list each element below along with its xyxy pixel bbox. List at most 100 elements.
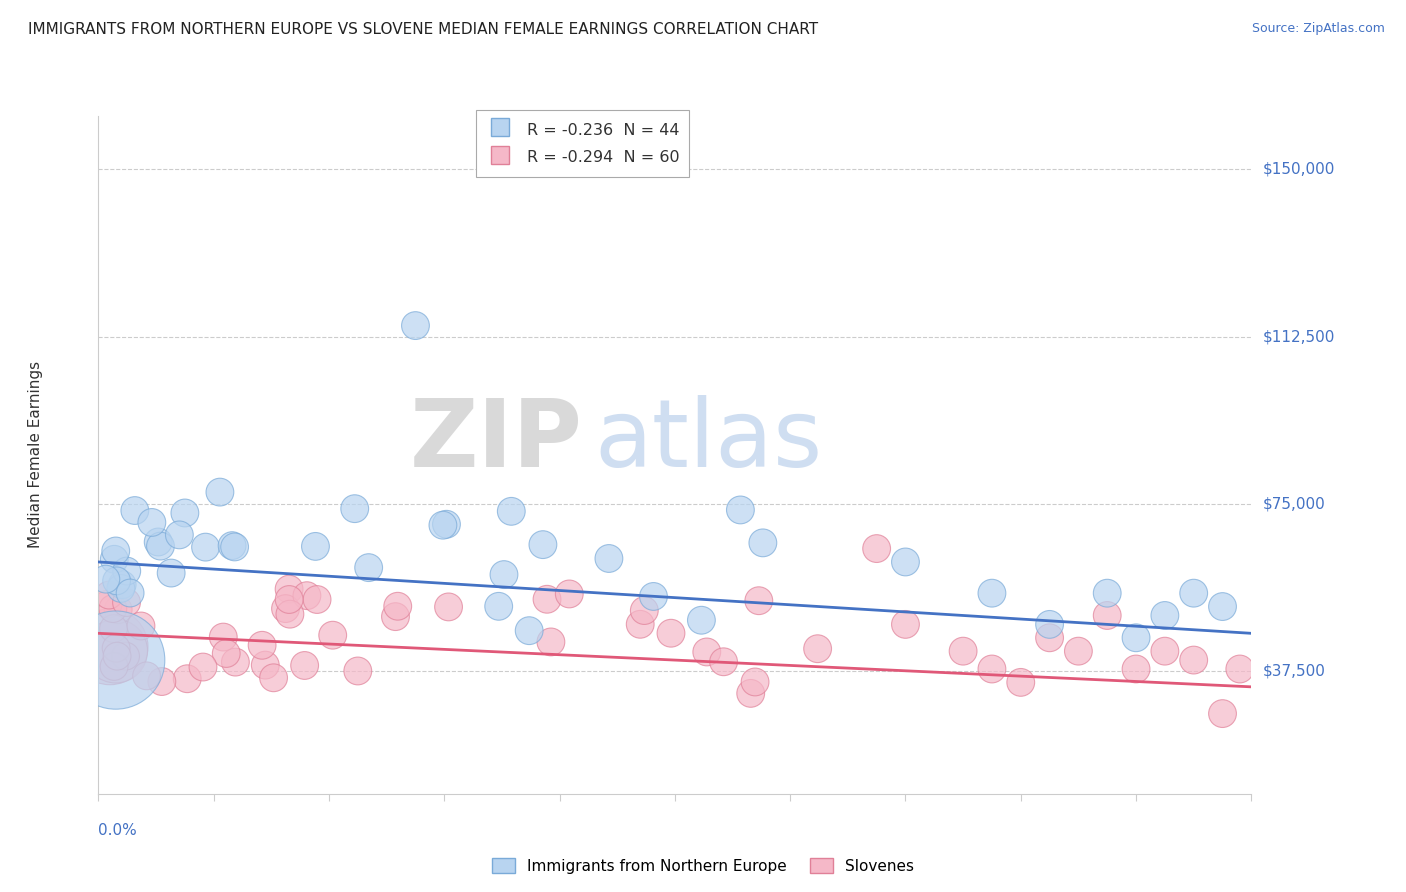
Point — [274, 601, 297, 615]
Point — [212, 630, 235, 644]
Point — [696, 645, 718, 659]
Point — [173, 506, 195, 520]
Text: Source: ZipAtlas.com: Source: ZipAtlas.com — [1251, 22, 1385, 36]
Point — [432, 518, 454, 533]
Point — [115, 595, 138, 609]
Point — [97, 597, 120, 611]
Point — [690, 613, 713, 627]
Text: $37,500: $37,500 — [1263, 664, 1326, 679]
Point — [748, 593, 770, 607]
Point — [1097, 608, 1119, 623]
Point — [713, 655, 735, 669]
Point — [105, 574, 128, 588]
Point — [111, 577, 134, 591]
Point — [104, 644, 127, 658]
Point — [114, 649, 136, 664]
Point — [295, 589, 318, 603]
Point — [1229, 662, 1251, 676]
Point — [110, 582, 132, 596]
Point — [387, 599, 409, 614]
Legend: R = -0.236  N = 44, R = -0.294  N = 60: R = -0.236 N = 44, R = -0.294 N = 60 — [477, 111, 689, 177]
Point — [517, 624, 540, 638]
Point — [194, 540, 217, 554]
Point — [536, 592, 558, 607]
Point — [659, 626, 682, 640]
Point — [501, 504, 523, 518]
Point — [169, 528, 191, 542]
Point — [221, 539, 243, 553]
Point — [740, 686, 762, 700]
Point — [1212, 706, 1234, 721]
Point — [492, 567, 515, 582]
Point — [141, 516, 163, 530]
Point — [101, 601, 124, 615]
Point — [104, 544, 127, 558]
Text: Median Female Earnings: Median Female Earnings — [28, 361, 42, 549]
Point — [633, 603, 655, 617]
Point — [1212, 599, 1234, 614]
Point — [278, 607, 301, 622]
Text: IMMIGRANTS FROM NORTHERN EUROPE VS SLOVENE MEDIAN FEMALE EARNINGS CORRELATION CH: IMMIGRANTS FROM NORTHERN EUROPE VS SLOVE… — [28, 22, 818, 37]
Text: $150,000: $150,000 — [1263, 162, 1334, 177]
Point — [254, 658, 277, 673]
Point — [224, 655, 246, 669]
Point — [1097, 586, 1119, 600]
Point — [558, 587, 581, 601]
Point — [531, 538, 554, 552]
Point — [105, 649, 128, 664]
Point — [103, 552, 125, 566]
Text: atlas: atlas — [595, 395, 823, 487]
Point — [115, 564, 138, 578]
Point — [643, 590, 665, 604]
Point — [105, 641, 128, 656]
Point — [488, 599, 510, 614]
Point — [436, 517, 458, 532]
Point — [160, 566, 183, 580]
Text: $75,000: $75,000 — [1263, 497, 1326, 511]
Point — [250, 638, 273, 652]
Text: 0.0%: 0.0% — [98, 822, 138, 838]
Point — [98, 640, 121, 654]
Point — [294, 658, 316, 673]
Point — [263, 671, 285, 685]
Point — [148, 535, 170, 549]
Point — [598, 551, 620, 566]
Point — [357, 560, 380, 574]
Point — [1039, 631, 1062, 645]
Point — [1125, 662, 1147, 676]
Point — [176, 672, 198, 686]
Point — [215, 647, 238, 661]
Point — [952, 644, 974, 658]
Point — [744, 675, 766, 690]
Point — [103, 659, 125, 673]
Point — [104, 653, 127, 667]
Point — [1039, 617, 1062, 632]
Point — [405, 318, 427, 333]
Legend: Immigrants from Northern Europe, Slovenes: Immigrants from Northern Europe, Slovene… — [486, 852, 920, 880]
Point — [97, 588, 120, 602]
Point — [1125, 631, 1147, 645]
Point — [304, 540, 326, 554]
Point — [322, 628, 344, 642]
Point — [103, 622, 125, 636]
Point — [384, 609, 406, 624]
Point — [224, 540, 246, 554]
Point — [278, 582, 301, 596]
Point — [1067, 644, 1090, 658]
Point — [149, 539, 172, 553]
Point — [107, 603, 129, 617]
Point — [343, 501, 366, 516]
Point — [981, 586, 1004, 600]
Point — [1182, 586, 1205, 600]
Point — [346, 664, 368, 678]
Point — [120, 586, 142, 600]
Text: $112,500: $112,500 — [1263, 329, 1334, 344]
Point — [124, 503, 146, 517]
Point — [807, 641, 830, 656]
Point — [1182, 653, 1205, 667]
Point — [129, 619, 152, 633]
Point — [981, 662, 1004, 676]
Point — [1154, 644, 1177, 658]
Point — [730, 503, 752, 517]
Point — [866, 541, 889, 556]
